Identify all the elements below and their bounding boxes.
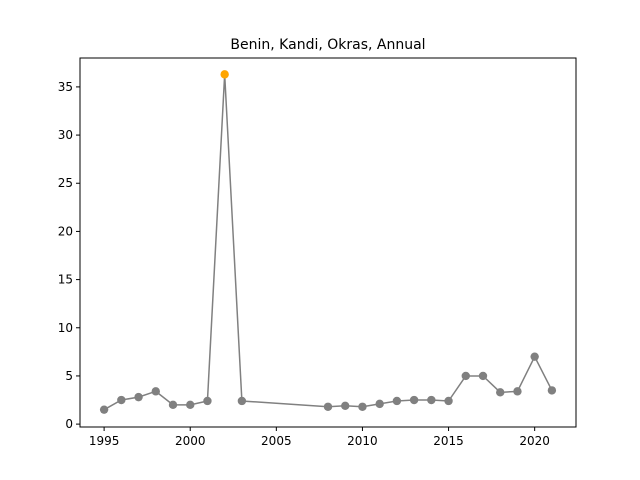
x-tick-label: 2000: [175, 434, 206, 448]
y-tick-label: 10: [58, 321, 73, 335]
data-point: [496, 388, 505, 397]
data-point: [323, 402, 333, 411]
data-point: [151, 387, 160, 396]
data-point: [392, 396, 402, 406]
data-point: [341, 401, 350, 411]
data-point: [461, 371, 470, 381]
y-tick-label: 15: [58, 273, 73, 287]
x-tick-label: 2015: [433, 434, 464, 448]
data-point: [409, 395, 419, 405]
axes-frame: [79, 57, 577, 428]
data-point: [513, 387, 522, 396]
data-point: [375, 399, 384, 409]
series-line: [103, 74, 553, 411]
data-point: [530, 352, 539, 361]
y-tick-label: 5: [65, 369, 73, 383]
data-point: [99, 405, 109, 414]
axis-ticks: 1995 2000 2005 2010 2015 2020 0 5 10 15 20 25 30 35: [58, 80, 550, 448]
data-point: [168, 400, 178, 410]
y-tick-label: 0: [65, 417, 73, 431]
data-point: [547, 386, 557, 395]
chart-title: Benin, Kandi, Okras, Annual: [230, 37, 425, 53]
data-point: [358, 402, 367, 411]
data-point: [117, 395, 126, 405]
data-point: [203, 396, 212, 406]
data-point: [444, 396, 453, 406]
x-tick-label: 2020: [519, 434, 550, 448]
y-tick-label: 35: [58, 80, 73, 94]
y-tick-label: 30: [58, 128, 73, 142]
plot-area: [99, 70, 557, 414]
x-tick-label: 2005: [261, 434, 292, 448]
data-point: [134, 392, 143, 402]
data-point: [427, 395, 436, 405]
data-point: [237, 396, 247, 406]
data-point: [478, 371, 488, 381]
x-tick-label: 1995: [89, 434, 120, 448]
y-tick-label: 25: [58, 176, 73, 190]
data-point: [186, 400, 195, 410]
highlight-point: [220, 70, 229, 79]
x-tick-label: 2010: [347, 434, 378, 448]
y-tick-label: 20: [58, 224, 73, 238]
